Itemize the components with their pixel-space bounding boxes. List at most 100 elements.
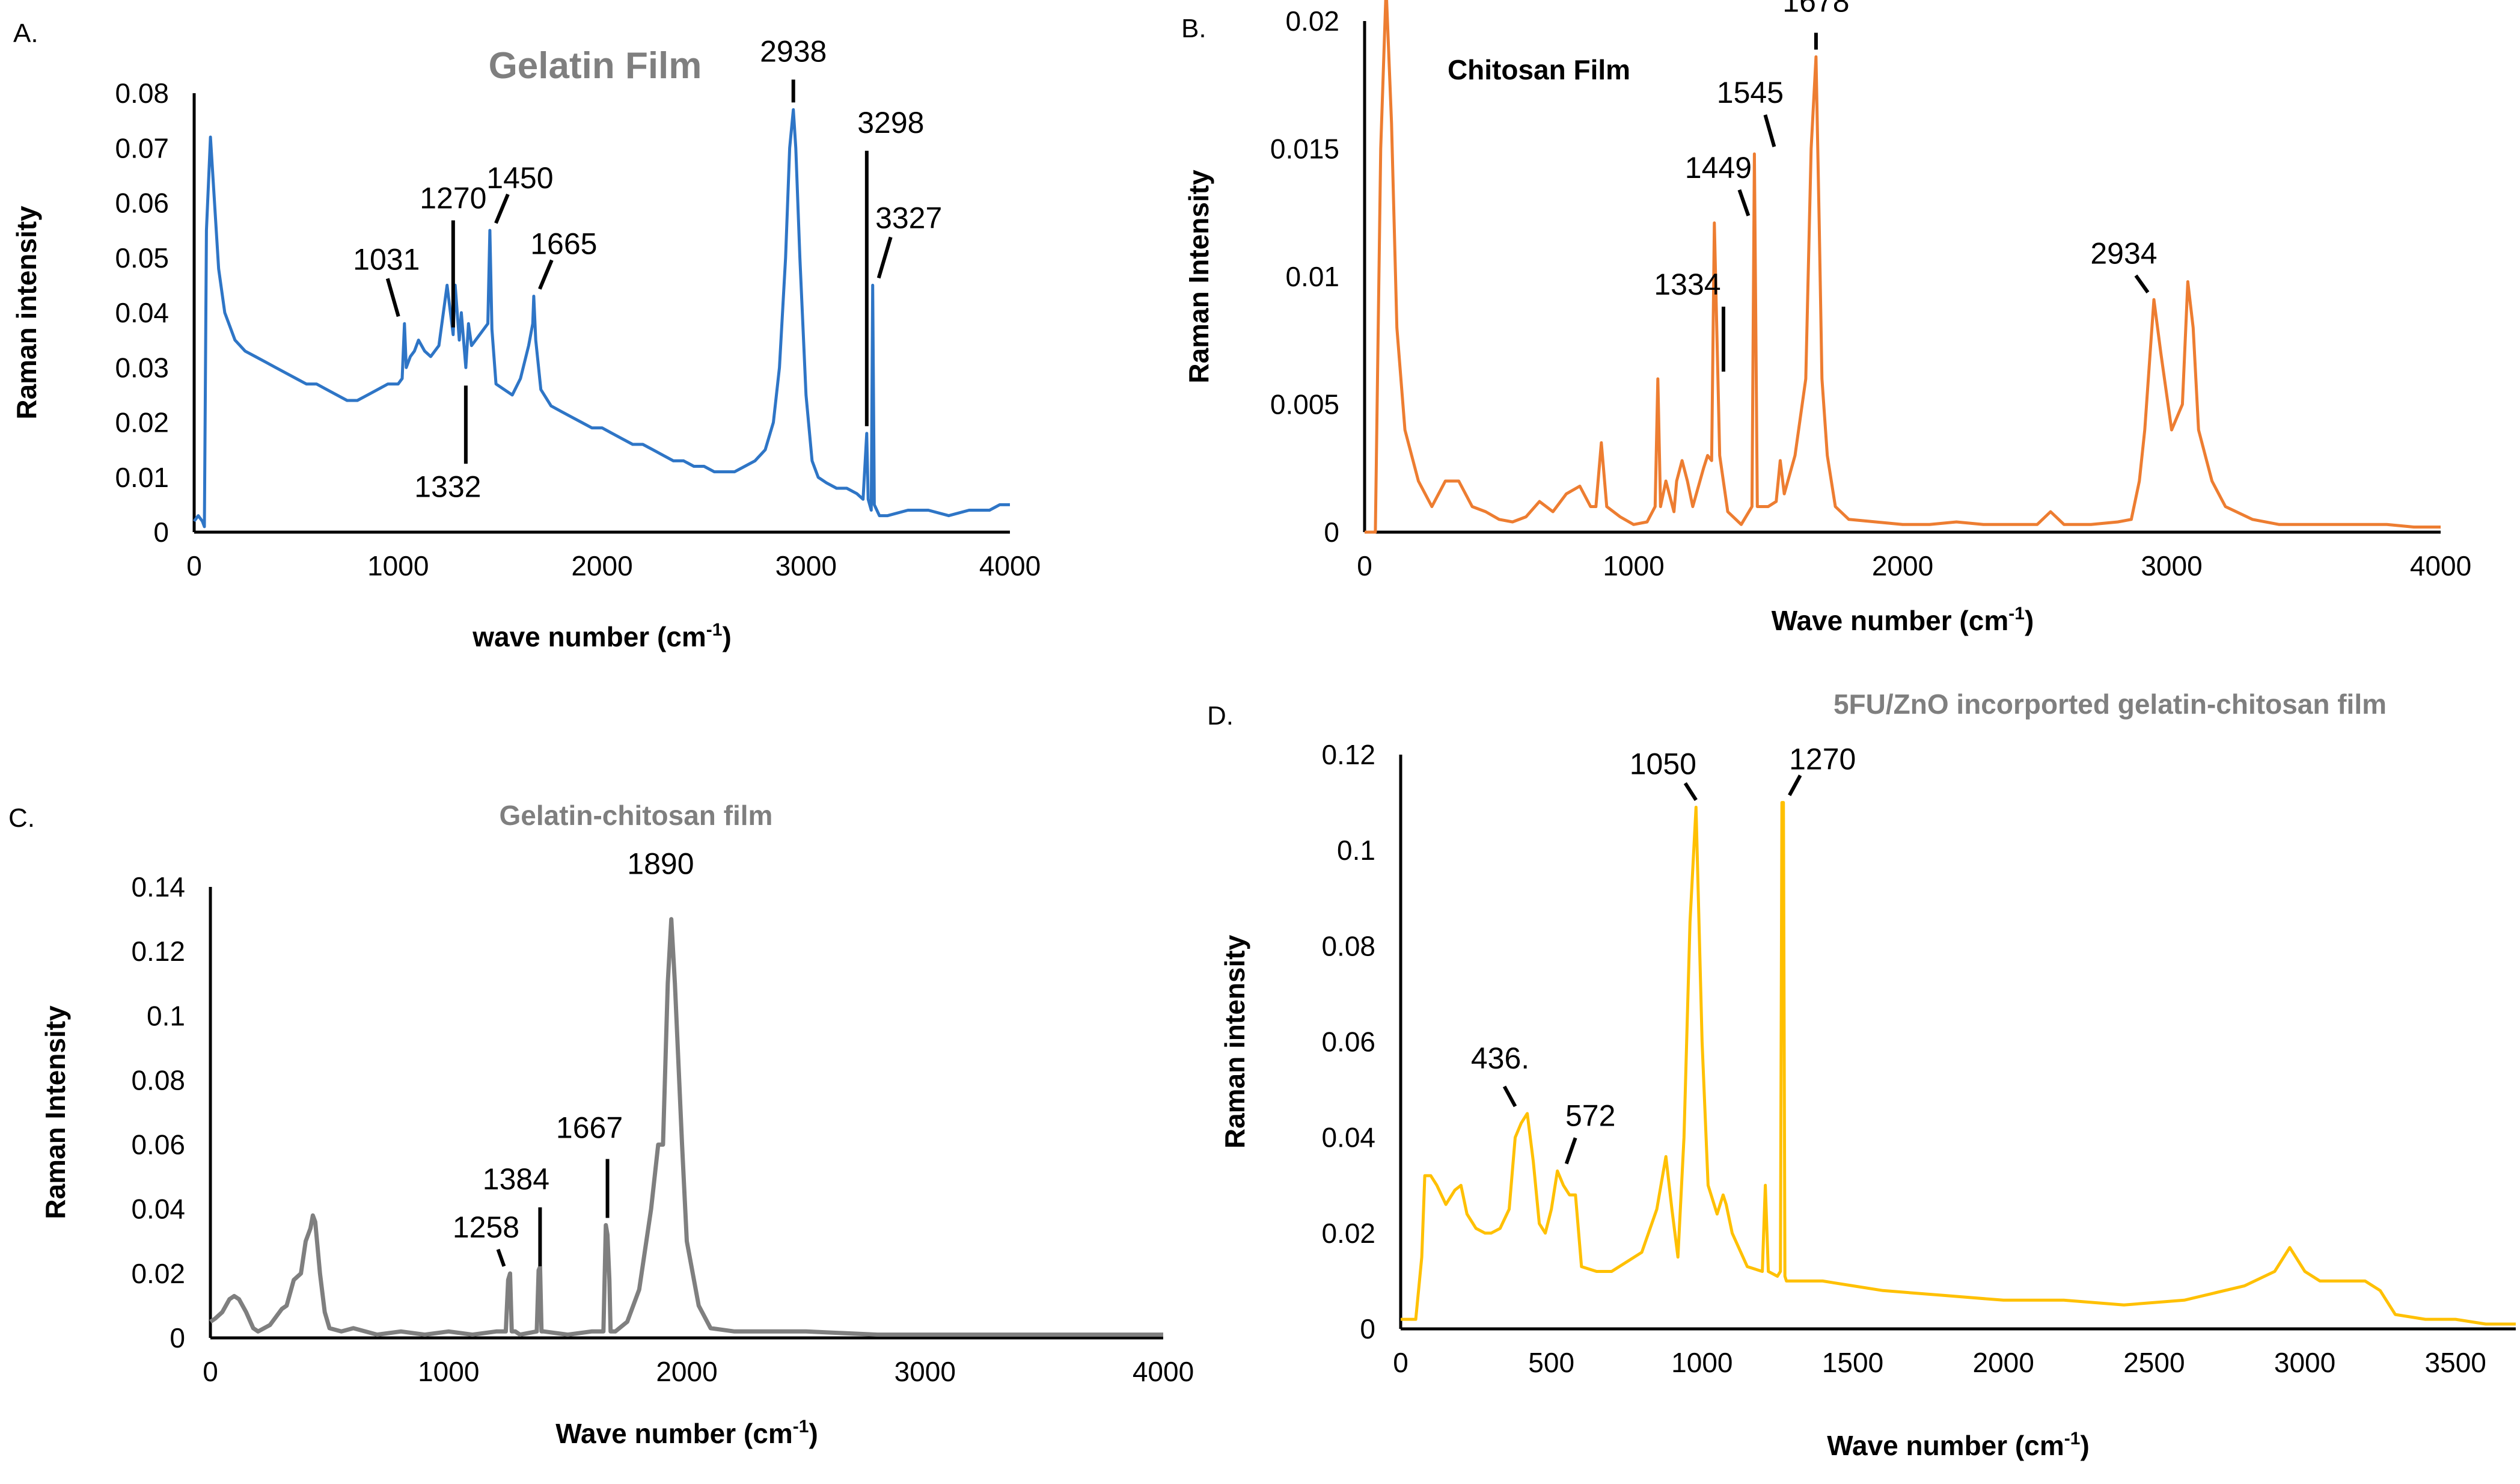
y-tick-label-c: 0.04 [131,1194,185,1225]
peak-annotation: 1449 [1685,151,1752,185]
series-line-d [1401,801,2516,1326]
panel-b: B. Chitosan Film 0 1000 2000 3000 4000 0 0.005 0.… [1181,0,2471,636]
y-tick-label-a: 0.06 [115,188,169,219]
peak-annotation: 1678 [1782,0,1849,19]
y-tick-label-a: 0.01 [115,462,169,493]
peak-annotation: 2934 [2090,236,2157,270]
y-tick-label-d: 0.06 [1321,1026,1375,1058]
peak-annotation: 1050 [1630,747,1696,781]
x-axis-title-sup-c: -1 [793,1417,809,1436]
y-tick-label-a: 0.04 [115,297,169,328]
chart-title-d: 5FU/ZnO incorported gelatin-chitosan fil… [1833,688,2387,720]
x-tick-label-c: 0 [203,1356,218,1387]
series-line-c [209,917,1163,1337]
annotation-line [385,278,400,317]
x-axis-title-main-a: wave number (cm [472,621,706,652]
panel-label-c: C. [8,803,35,833]
y-tick-label-c: 0.14 [131,871,185,903]
x-tick-label-d: 0 [1393,1347,1408,1378]
peak-annotation: 1667 [556,1111,623,1145]
chart-title-b: Chitosan Film [1448,54,1630,85]
panel-label-d: D. [1207,701,1234,731]
y-tick-label-b: 0.005 [1270,389,1339,420]
x-axis-title-end-a: ) [722,621,731,652]
y-tick-label-b: 0.01 [1285,261,1339,292]
annotation-line [1737,189,1751,216]
y-axis-title-c: Raman Intensity [40,1005,71,1219]
peak-annotation: 1334 [1654,268,1720,301]
peak-annotation: 436. [1471,1041,1529,1075]
y-tick-label-a: 0.07 [115,132,169,164]
annotation-line [1788,774,1802,797]
x-axis-title-end-d: ) [2080,1430,2089,1461]
y-tick-label-c: 0.08 [131,1064,185,1096]
peak-annotation: 1545 [1717,76,1784,109]
y-tick-label-a: 0.08 [115,78,169,109]
x-axis-title-sup-d: -1 [2064,1429,2081,1449]
peak-annotation: 1384 [483,1162,549,1196]
x-tick-label-c: 1000 [418,1356,479,1387]
x-tick-label-c: 2000 [656,1356,717,1387]
series-line-a [192,108,1010,529]
x-tick-label-a: 2000 [571,550,632,581]
peak-annotation: 1270 [1789,743,1856,776]
y-tick-label-d: 0 [1360,1313,1375,1344]
y-tick-label-c: 0 [170,1322,185,1354]
x-tick-label-b: 4000 [2410,550,2471,581]
y-tick-label-b: 0.015 [1270,133,1339,165]
x-tick-label-a: 1000 [367,550,429,581]
x-tick-label-d: 500 [1528,1347,1574,1378]
y-tick-label-c: 0.1 [147,1000,185,1031]
annotation-line [1502,1085,1517,1108]
x-axis-title-main-b: Wave number (cm [1772,605,2009,636]
peak-annotation: 1890 [627,847,694,881]
x-tick-label-b: 3000 [2141,550,2202,581]
y-tick-label-c: 0.12 [131,936,185,967]
y-axis-title-b: Raman Intensity [1183,170,1214,384]
y-tick-label-a: 0.05 [115,242,169,274]
x-tick-label-b: 0 [1357,550,1372,581]
y-axis-title-d: Raman intensity [1219,934,1250,1148]
x-tick-label-d: 3000 [2274,1347,2335,1378]
x-tick-label-b: 1000 [1603,550,1664,581]
x-tick-label-d: 1500 [1822,1347,1883,1378]
y-tick-label-d: 0.02 [1321,1218,1375,1249]
x-axis-title-sup-b: -1 [2008,604,2025,624]
peak-annotation: 2938 [760,34,827,68]
peak-annotation: 3327 [875,201,942,235]
panel-label-a: A. [13,19,38,48]
x-axis-title-main-d: Wave number (cm [1827,1430,2064,1461]
x-axis-title-a: wave number (cm-1) [472,620,732,652]
annotation-line [2134,274,2150,293]
x-axis-title-b: Wave number (cm-1) [1772,604,2034,636]
y-tick-label-a: 0.02 [115,407,169,438]
x-tick-label-a: 3000 [775,550,837,581]
y-axis-title-a: Raman intensity [11,206,42,420]
peak-annotation: 572 [1565,1099,1615,1132]
annotation-line [1564,1137,1577,1165]
chart-title-c: Gelatin-chitosan film [500,800,773,831]
x-tick-label-a: 0 [186,550,202,581]
x-tick-label-c: 3000 [895,1356,956,1387]
peak-annotation: 3298 [857,106,924,140]
annotation-line [1763,114,1776,147]
panel-c: C. Gelatin-chitosan film 0 1000 2000 3000 4000… [8,800,1194,1449]
x-axis-title-c: Wave number (cm-1) [555,1417,818,1449]
y-tick-label-a: 0 [153,517,169,548]
x-tick-label-d: 2500 [2123,1347,2185,1378]
y-tick-label-a: 0.03 [115,352,169,383]
peak-annotation: 1665 [530,227,597,261]
x-axis-title-end-b: ) [2025,605,2034,636]
annotation-line [538,259,554,290]
y-tick-label-b: 0.02 [1285,5,1339,37]
panel-a: A. Gelatin Film 0 1000 2000 3000 4000 0 0.01 0.02… [11,19,1041,652]
y-tick-label-b: 0 [1324,517,1339,548]
chart-title-a: Gelatin Film [489,45,702,87]
y-tick-label-c: 0.06 [131,1129,185,1161]
y-tick-label-d: 0.04 [1321,1122,1375,1153]
y-tick-label-c: 0.02 [131,1258,185,1289]
peak-annotation: 1450 [486,161,553,195]
panel-d: D. 5FU/ZnO incorported gelatin-chitosan f… [1207,688,2516,1461]
panel-label-b: B. [1181,14,1206,43]
